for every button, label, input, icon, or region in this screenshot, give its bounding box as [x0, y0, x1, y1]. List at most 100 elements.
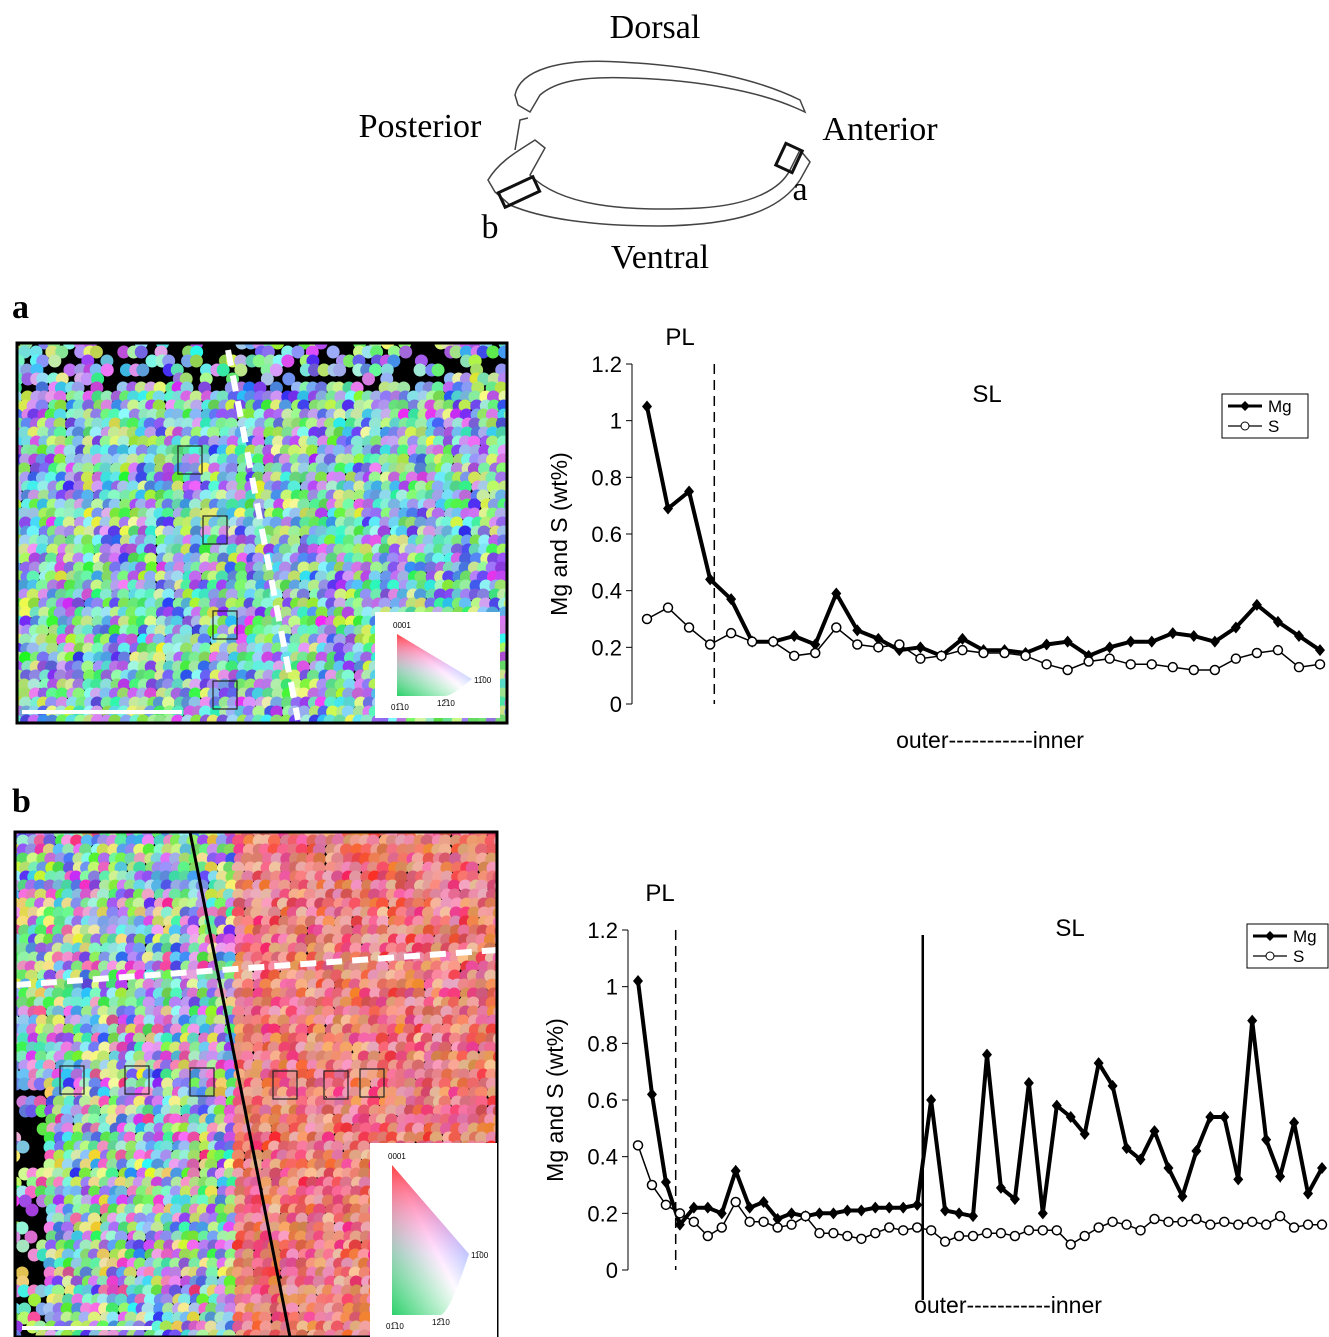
grain — [426, 724, 439, 737]
grain — [255, 724, 268, 737]
grain — [380, 724, 393, 737]
grain — [443, 724, 456, 737]
grain — [136, 364, 149, 377]
grain — [200, 724, 213, 737]
grain — [55, 724, 68, 737]
ebsd-maps: 000111̅0012̅1001̅10000111̅0012̅1001̅10 — [7, 337, 521, 1337]
grain — [26, 1204, 39, 1217]
grain — [327, 346, 340, 359]
grain — [507, 715, 520, 728]
grain — [226, 724, 239, 737]
grain — [243, 724, 256, 737]
grain — [414, 364, 427, 377]
grain — [263, 724, 276, 737]
grain — [108, 715, 121, 728]
grain — [498, 724, 511, 737]
grain — [16, 1240, 29, 1253]
grain — [507, 616, 520, 629]
inset-label: 11̅00 — [474, 676, 492, 685]
grain — [507, 625, 520, 638]
grain — [432, 364, 445, 377]
grain — [290, 724, 303, 737]
grain — [307, 724, 320, 737]
grain — [405, 724, 418, 737]
grain — [362, 373, 375, 386]
shell-outline — [488, 61, 810, 226]
grain — [371, 724, 384, 737]
grain — [101, 724, 114, 737]
grain — [108, 724, 121, 737]
grain — [190, 355, 203, 368]
grain — [219, 724, 232, 737]
grain — [7, 1195, 20, 1208]
grain — [477, 724, 490, 737]
grain — [336, 724, 349, 737]
grain — [93, 724, 106, 737]
grain — [351, 724, 364, 737]
grain — [471, 724, 484, 737]
grain — [507, 472, 520, 485]
grain — [74, 724, 87, 737]
grain — [461, 724, 474, 737]
grain — [9, 724, 22, 737]
grain — [21, 724, 34, 737]
grain — [209, 724, 222, 737]
grain — [498, 346, 511, 359]
grain — [486, 346, 499, 359]
grain — [507, 517, 520, 530]
grain — [507, 571, 520, 584]
grain — [362, 724, 375, 737]
marker-b: b — [482, 209, 499, 246]
sample-box-b — [498, 177, 539, 208]
grain — [281, 355, 294, 368]
label-ventral: Ventral — [611, 239, 709, 276]
grain — [135, 346, 148, 359]
inset-label: 12̅10 — [437, 699, 455, 708]
grain — [234, 724, 247, 737]
grain — [507, 400, 520, 413]
grain — [39, 724, 52, 737]
grain — [66, 724, 79, 737]
grain — [360, 715, 373, 728]
grain — [162, 724, 175, 737]
grain — [190, 724, 203, 737]
grain — [489, 724, 502, 737]
grain — [217, 364, 230, 377]
grain — [47, 724, 60, 737]
grain — [30, 724, 43, 737]
label-posterior: Posterior — [359, 108, 482, 145]
grain — [416, 724, 429, 737]
label-anterior: Anterior — [822, 111, 938, 148]
grain — [128, 724, 141, 737]
grain — [435, 724, 448, 737]
grain — [120, 724, 133, 737]
grain — [281, 724, 294, 737]
grain — [297, 724, 310, 737]
grain — [507, 445, 520, 458]
grain — [145, 724, 158, 737]
panel-label: a — [12, 289, 29, 326]
grain — [342, 724, 355, 737]
marker-a: a — [792, 171, 807, 208]
grain — [399, 346, 412, 359]
grain — [101, 364, 114, 377]
inset-label: 0001 — [393, 621, 411, 630]
grain — [507, 553, 520, 566]
grain — [507, 418, 520, 431]
grain — [507, 607, 520, 620]
inset-label: 01̅10 — [391, 703, 409, 712]
grain — [273, 724, 286, 737]
grain — [174, 724, 187, 737]
grain — [507, 463, 520, 476]
sample-box-a — [776, 143, 802, 172]
grain — [452, 724, 465, 737]
grain — [333, 715, 346, 728]
grain — [180, 724, 193, 737]
grain — [327, 724, 340, 737]
grain — [156, 724, 169, 737]
grain — [387, 724, 400, 737]
grain — [48, 355, 61, 368]
grain — [333, 364, 346, 377]
grain — [136, 724, 149, 737]
